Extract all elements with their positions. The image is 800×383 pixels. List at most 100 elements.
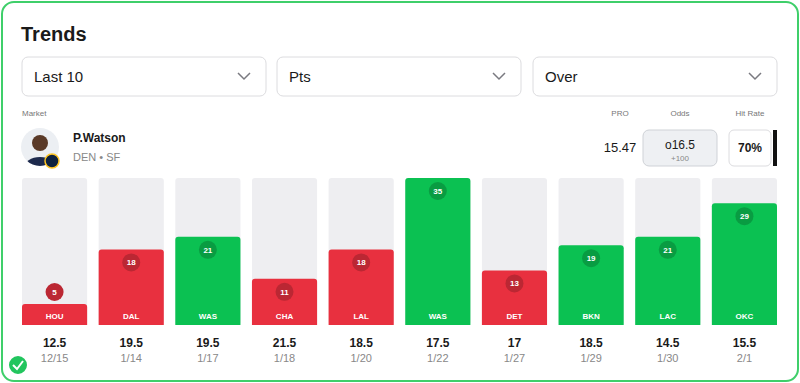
- game-date: 1/22: [427, 352, 448, 364]
- data-label: 5: [52, 288, 57, 297]
- card-title: Trends: [21, 23, 87, 45]
- bar-track: [405, 178, 470, 325]
- bar-track: [635, 178, 700, 325]
- check-circle: [8, 355, 28, 375]
- dropdown-label[interactable]: Over: [545, 68, 578, 85]
- bar: [175, 237, 240, 325]
- filter-dropdown[interactable]: Over: [533, 57, 777, 96]
- odds-line[interactable]: o16.5: [665, 138, 695, 152]
- x-tick: HOU: [46, 312, 64, 325]
- data-label: 35: [433, 187, 442, 196]
- prop-line: 18.5: [349, 336, 373, 350]
- data-label-badge: [582, 249, 600, 267]
- dropdown-box[interactable]: [22, 57, 266, 96]
- bar-tracks: [22, 178, 777, 325]
- pro-header: PRO: [611, 109, 628, 118]
- data-label: 21: [203, 246, 212, 255]
- data-label-badge: [199, 241, 217, 259]
- game-date: 1/18: [274, 352, 295, 364]
- hit-rate-value: 70%: [738, 141, 762, 155]
- x-tick-label: OKC: [736, 312, 754, 321]
- filter-dropdown[interactable]: Last 10: [22, 57, 266, 96]
- bar: [482, 270, 547, 325]
- data-label-badge: [505, 274, 523, 292]
- odds-price[interactable]: +100: [671, 154, 690, 163]
- game-date: 1/29: [580, 352, 601, 364]
- dropdown-box[interactable]: [533, 57, 777, 96]
- game-date: 12/15: [41, 352, 69, 364]
- data-label: 19: [587, 254, 596, 263]
- data-label-badge: [659, 241, 677, 259]
- filter-dropdown[interactable]: Pts: [277, 57, 521, 96]
- x-tick-label: LAC: [660, 312, 677, 321]
- bar: [712, 203, 777, 325]
- bar-track: [175, 178, 240, 325]
- game-date: 1/30: [657, 352, 678, 364]
- game-date: 2/1: [737, 352, 752, 364]
- dropdown-box[interactable]: [277, 57, 521, 96]
- data-label-badge: [429, 182, 447, 200]
- x-tick: LAL: [353, 312, 369, 325]
- x-tick: CHA: [276, 312, 294, 325]
- data-label: 29: [740, 212, 749, 221]
- dropdown-chevron[interactable]: [238, 73, 250, 79]
- x-tick-label: WAS: [199, 312, 218, 321]
- hit-rate-indicator: [773, 130, 777, 166]
- x-tick-label: DET: [506, 312, 522, 321]
- game-info: 12.512/1519.51/1419.51/1721.51/1818.51/2…: [41, 336, 757, 364]
- player-avatar: [20, 127, 60, 179]
- bar: [22, 304, 87, 325]
- odds-box[interactable]: [643, 130, 717, 166]
- bar-track: [482, 178, 547, 325]
- prop-line: 17: [508, 336, 522, 350]
- game-date: 1/17: [197, 352, 218, 364]
- bar-track: [252, 178, 317, 325]
- avatar-head: [32, 135, 48, 151]
- data-label-badge: [735, 207, 753, 225]
- prop-line: 17.5: [426, 336, 450, 350]
- prop-line: 19.5: [196, 336, 220, 350]
- prop-line: 18.5: [579, 336, 603, 350]
- hit-rate-box: [729, 130, 771, 166]
- odds-header: Odds: [670, 109, 689, 118]
- bar: [635, 237, 700, 325]
- x-axis: HOUDALWASCHALALWASDETBKNLACOKC: [46, 312, 754, 325]
- bar: [252, 279, 317, 325]
- data-labels: 5182111183513192129: [46, 182, 754, 301]
- trends-card-svg: TrendsLast 10PtsOverMarketPROOddsHit Rat…: [0, 0, 800, 383]
- game-date: 1/14: [121, 352, 142, 364]
- x-tick-label: WAS: [429, 312, 448, 321]
- x-tick: DAL: [123, 312, 140, 325]
- dropdown-label[interactable]: Pts: [289, 68, 311, 85]
- hit-rate-header: Hit Rate: [736, 109, 765, 118]
- dropdown-chevron[interactable]: [749, 73, 761, 79]
- data-label-badge: [276, 283, 294, 301]
- bars: [22, 178, 777, 325]
- x-tick: WAS: [199, 312, 218, 325]
- check-mark: [13, 361, 23, 369]
- player-name: P.Watson: [73, 131, 126, 145]
- bar: [559, 245, 624, 325]
- prop-line: 15.5: [733, 336, 757, 350]
- bar: [405, 178, 470, 325]
- x-tick: LAC: [660, 312, 677, 325]
- data-label: 11: [280, 288, 289, 297]
- x-tick: WAS: [429, 312, 448, 325]
- data-label: 18: [357, 258, 366, 267]
- x-tick-label: HOU: [46, 312, 64, 321]
- player-team: DEN • SF: [73, 151, 121, 163]
- bar-track: [22, 178, 87, 325]
- pro-value: 15.47: [604, 140, 637, 155]
- check-badge: [8, 355, 28, 375]
- x-tick: DET: [506, 312, 522, 325]
- data-label-badge: [352, 253, 370, 271]
- bar: [99, 249, 164, 325]
- dropdown-label[interactable]: Last 10: [34, 68, 83, 85]
- dropdown-chevron[interactable]: [493, 73, 505, 79]
- prop-line: 19.5: [120, 336, 144, 350]
- x-tick-label: CHA: [276, 312, 294, 321]
- x-tick-label: LAL: [353, 312, 369, 321]
- prop-line: 21.5: [273, 336, 297, 350]
- data-label: 13: [510, 279, 519, 288]
- bar: [329, 249, 394, 325]
